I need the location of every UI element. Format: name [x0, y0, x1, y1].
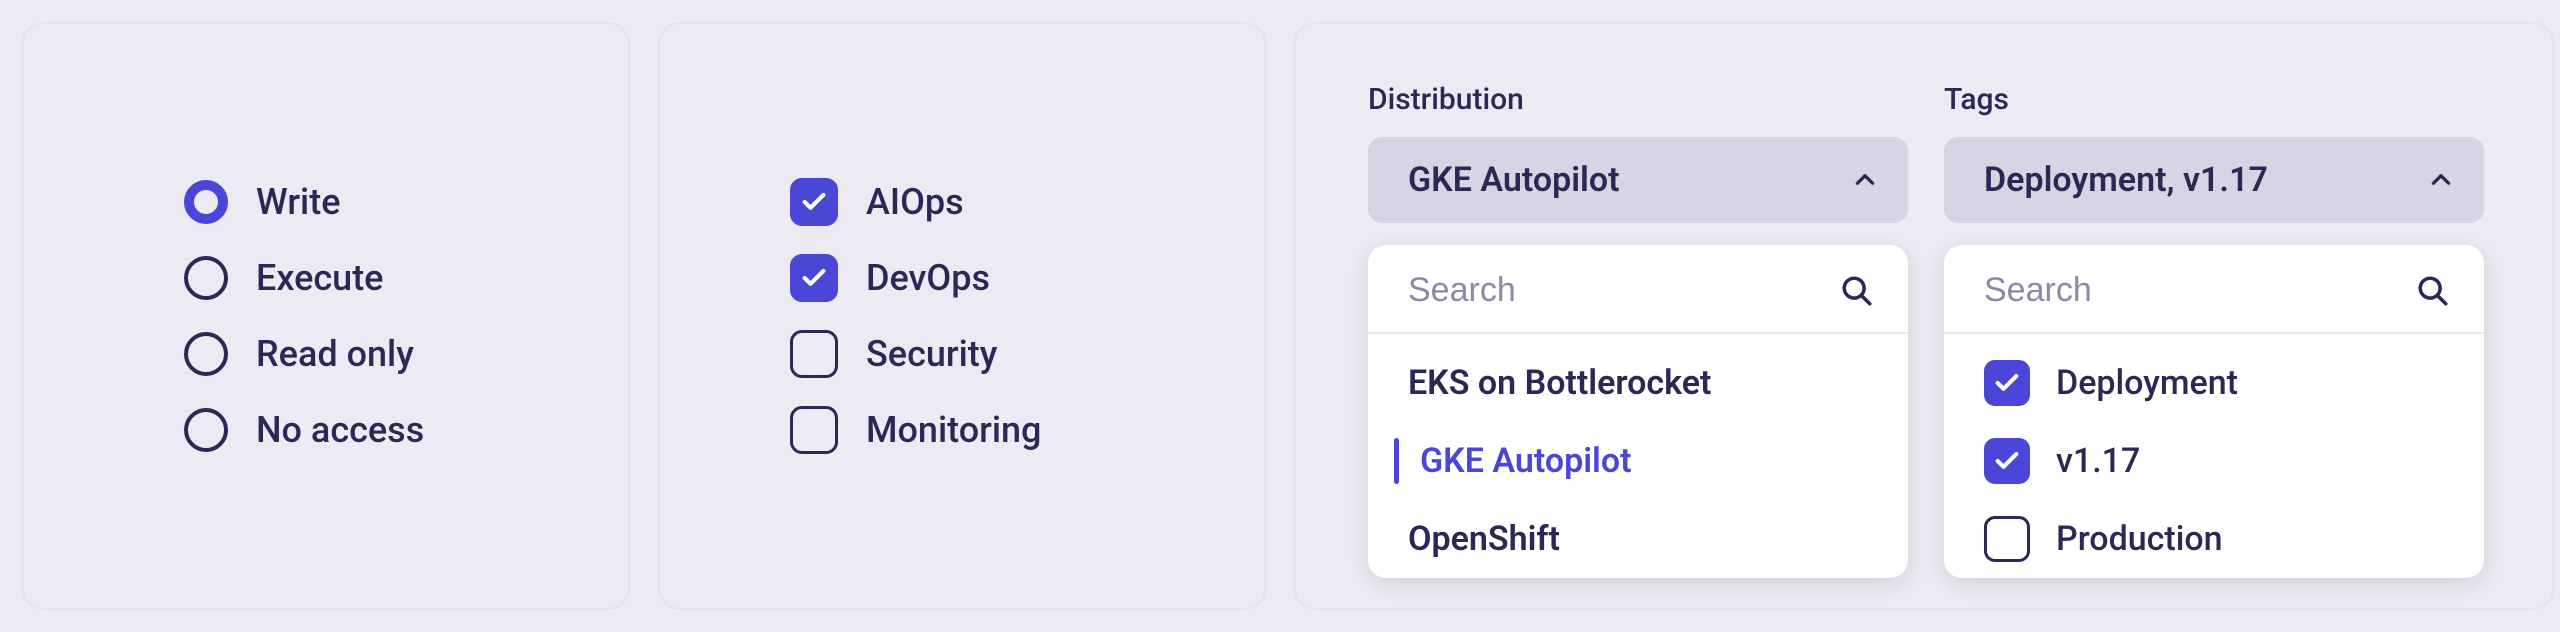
tags-option[interactable]: Production	[1944, 500, 2484, 578]
radio-label: Write	[256, 181, 341, 223]
tags-select[interactable]: Deployment, v1.17	[1944, 137, 2484, 223]
checkbox-label: Security	[866, 333, 997, 375]
distribution-option[interactable]: OpenShift	[1368, 500, 1908, 578]
checkbox-label: DevOps	[866, 257, 990, 299]
checkbox-card: AIOps DevOps Security Monitoring	[658, 22, 1266, 610]
radio-option-execute[interactable]: Execute	[184, 240, 628, 316]
radio-option-read-only[interactable]: Read only	[184, 316, 628, 392]
distribution-search-input[interactable]	[1408, 271, 1734, 310]
distribution-option[interactable]: EKS on Bottlerocket	[1368, 344, 1908, 422]
checkbox-label: Monitoring	[866, 409, 1041, 451]
checkbox-group: AIOps DevOps Security Monitoring	[660, 24, 1264, 468]
radio-indicator	[184, 408, 228, 452]
chevron-up-icon	[2428, 167, 2454, 193]
search-icon	[1840, 274, 1874, 308]
radio-option-no-access[interactable]: No access	[184, 392, 628, 468]
search-icon	[2416, 274, 2450, 308]
radio-indicator	[184, 256, 228, 300]
checkbox-indicator	[1984, 516, 2030, 562]
radio-card: Write Execute Read only No access	[22, 22, 630, 610]
radio-label: Read only	[256, 333, 414, 375]
checkbox-label: AIOps	[866, 181, 964, 223]
tags-search-row	[1944, 245, 2484, 334]
checkbox-indicator	[790, 406, 838, 454]
checkbox-option-monitoring[interactable]: Monitoring	[790, 392, 1264, 468]
tags-option-label: Production	[2056, 519, 2223, 559]
radio-option-write[interactable]: Write	[184, 164, 628, 240]
checkbox-indicator	[1984, 360, 2030, 406]
checkmark-icon	[800, 188, 828, 216]
tags-option-label: v1.17	[2056, 441, 2140, 481]
distribution-column: Distribution GKE Autopilot EKS on Bottle…	[1368, 82, 1908, 578]
checkmark-icon	[1993, 369, 2021, 397]
radio-group: Write Execute Read only No access	[24, 24, 628, 468]
checkbox-option-security[interactable]: Security	[790, 316, 1264, 392]
checkbox-indicator	[790, 178, 838, 226]
tags-search-input[interactable]	[1984, 271, 2310, 310]
distribution-options: EKS on Bottlerocket GKE Autopilot OpenSh…	[1368, 334, 1908, 578]
checkbox-indicator	[790, 330, 838, 378]
distribution-value: GKE Autopilot	[1408, 160, 1620, 200]
checkbox-indicator	[1984, 438, 2030, 484]
radio-indicator	[184, 332, 228, 376]
tags-column: Tags Deployment, v1.17	[1944, 82, 2484, 578]
checkbox-option-aiops[interactable]: AIOps	[790, 164, 1264, 240]
tags-value: Deployment, v1.17	[1984, 160, 2268, 200]
radio-label: No access	[256, 409, 424, 451]
radio-indicator	[184, 180, 228, 224]
checkbox-option-devops[interactable]: DevOps	[790, 240, 1264, 316]
distribution-label: Distribution	[1368, 82, 1908, 117]
tags-label: Tags	[1944, 82, 2484, 117]
chevron-up-icon	[1852, 167, 1878, 193]
distribution-option[interactable]: GKE Autopilot	[1368, 422, 1908, 500]
tags-options: Deployment v1.17 Production	[1944, 334, 2484, 578]
radio-label: Execute	[256, 257, 383, 299]
tags-option[interactable]: v1.17	[1944, 422, 2484, 500]
distribution-popup: EKS on Bottlerocket GKE Autopilot OpenSh…	[1368, 245, 1908, 578]
distribution-search-row	[1368, 245, 1908, 334]
checkmark-icon	[800, 264, 828, 292]
checkbox-indicator	[790, 254, 838, 302]
checkmark-icon	[1993, 447, 2021, 475]
tags-option[interactable]: Deployment	[1944, 344, 2484, 422]
distribution-select[interactable]: GKE Autopilot	[1368, 137, 1908, 223]
tags-option-label: Deployment	[2056, 363, 2238, 403]
tags-popup: Deployment v1.17 Production	[1944, 245, 2484, 578]
dropdowns-card: Distribution GKE Autopilot EKS on Bottle…	[1294, 22, 2554, 610]
